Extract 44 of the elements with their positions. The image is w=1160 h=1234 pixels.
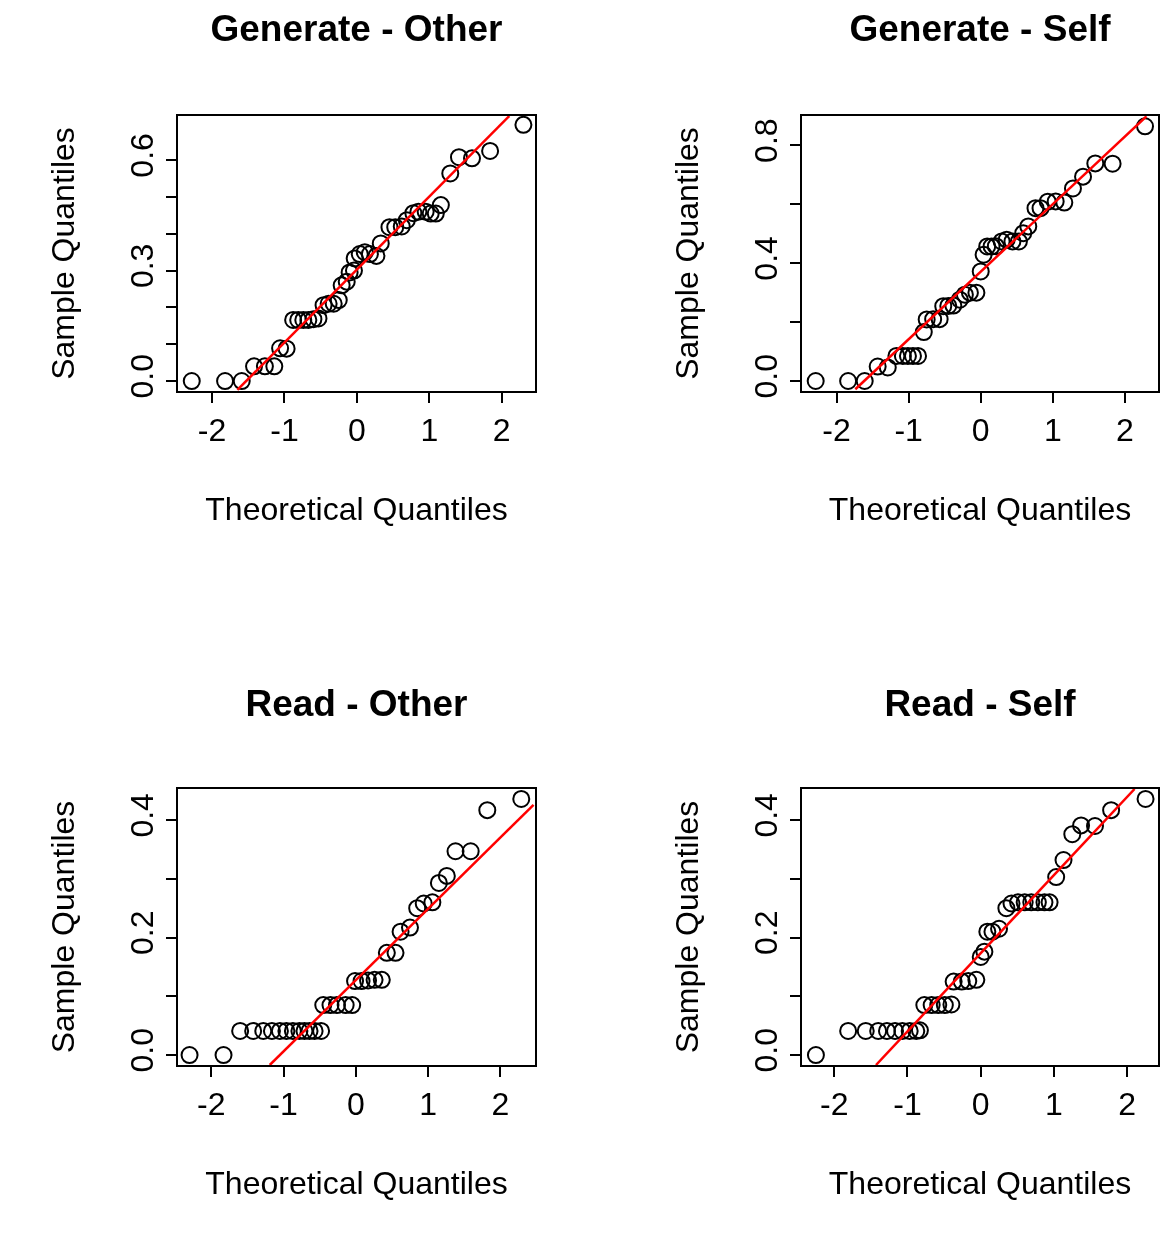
x-tick-label: -2 — [822, 412, 851, 449]
x-tick-label: 0 — [346, 1086, 365, 1123]
chart-title: Generate - Self — [849, 7, 1112, 49]
y-tick-label: 0.8 — [748, 118, 785, 163]
y-tick-label: 0.0 — [124, 1027, 161, 1073]
x-axis-title: Theoretical Quantiles — [205, 1164, 508, 1201]
chart-title: Read - Other — [245, 682, 468, 724]
chart-title: Generate - Other — [210, 7, 503, 49]
y-tick-label: 0.0 — [748, 353, 785, 399]
x-tick-label: 2 — [492, 412, 511, 449]
y-axis-title: Sample Quantiles — [669, 127, 706, 380]
x-tick-label: 2 — [1115, 412, 1134, 449]
y-tick-label: 0.0 — [124, 354, 161, 399]
x-tick-label: -2 — [820, 1086, 849, 1123]
y-axis-title: Sample Quantiles — [669, 800, 706, 1054]
y-tick-label: 0.4 — [748, 793, 785, 838]
y-axis-title: Sample Quantiles — [45, 800, 82, 1054]
x-axis-title: Theoretical Quantiles — [205, 490, 508, 527]
x-axis-title: Theoretical Quantiles — [828, 490, 1132, 527]
y-axis-title: Sample Quantiles — [45, 127, 82, 380]
x-tick-label: -2 — [197, 1086, 226, 1123]
x-tick-label: -2 — [197, 412, 227, 449]
y-tick-label: 0.4 — [124, 793, 161, 838]
x-tick-label: 1 — [1045, 1086, 1063, 1123]
x-tick-label: 2 — [1118, 1086, 1137, 1123]
chart-title: Read - Self — [884, 682, 1077, 724]
x-tick-label: -1 — [894, 412, 923, 449]
x-tick-label: 0 — [347, 412, 366, 449]
x-tick-label: 2 — [491, 1086, 510, 1123]
x-tick-label: 0 — [971, 1086, 990, 1123]
y-tick-label: 0.6 — [124, 133, 161, 178]
y-tick-label: 0.3 — [124, 243, 161, 289]
x-tick-label: 1 — [1043, 412, 1062, 449]
x-axis-title: Theoretical Quantiles — [828, 1164, 1132, 1201]
x-tick-label: 0 — [971, 412, 990, 449]
x-tick-label: -1 — [269, 1086, 298, 1123]
x-tick-label: -1 — [893, 1086, 922, 1123]
y-tick-label: 0.2 — [748, 910, 785, 956]
x-tick-label: -1 — [270, 412, 299, 449]
y-tick-label: 0.4 — [748, 236, 785, 281]
y-tick-label: 0.0 — [748, 1027, 785, 1073]
y-tick-label: 0.2 — [124, 910, 161, 956]
x-tick-label: 1 — [419, 1086, 437, 1123]
x-tick-label: 1 — [420, 412, 439, 449]
